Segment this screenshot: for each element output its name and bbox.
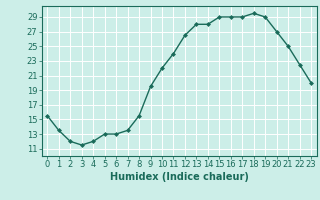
X-axis label: Humidex (Indice chaleur): Humidex (Indice chaleur) — [110, 172, 249, 182]
